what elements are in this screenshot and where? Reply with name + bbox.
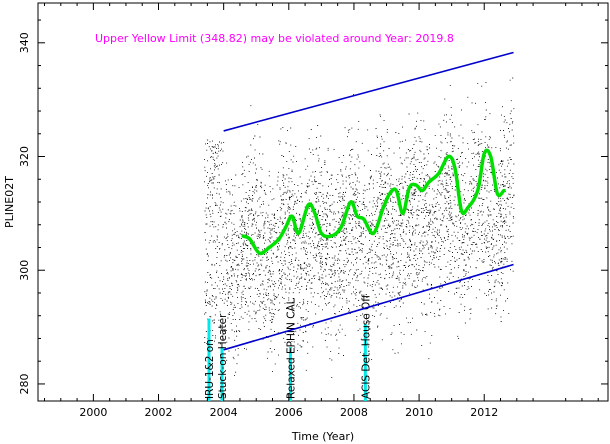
y-axis-label: PLINE02T: [3, 176, 16, 228]
event-bar: [288, 346, 292, 401]
event-label: Relaxed EPHIN CAL: [285, 298, 297, 399]
y-tick-label: 280: [18, 373, 31, 394]
event-bar: [363, 324, 367, 401]
event-label: Stuck-on Heater: [217, 313, 229, 399]
x-tick-label: 2012: [470, 406, 498, 419]
x-tick-label: 2010: [405, 406, 433, 419]
limit-lines: [223, 51, 514, 351]
x-tick-label: 2002: [145, 406, 173, 419]
trend-line: [241, 148, 506, 256]
y-tick-label: 320: [18, 146, 31, 167]
event-bar: [207, 318, 211, 401]
event-bar: [220, 346, 224, 401]
event-label: ACIS Det. House Off: [360, 294, 372, 399]
y-tick-label: 300: [18, 260, 31, 281]
plot-frame: [37, 2, 609, 402]
axis-ticks: 2000 2002 2004 2006 2008 2010 2012 280 300 320 340: [18, 3, 608, 419]
scatter-cloud: [204, 77, 515, 378]
event-label: IRU-1&2 on: [204, 339, 216, 399]
chart-title: Upper Yellow Limit (348.82) may be viola…: [95, 32, 454, 45]
x-axis-label: Time (Year): [291, 430, 354, 443]
scatter-points: [204, 77, 515, 378]
event-markers: IRU-1&2 on Stuck-on Heater Relaxed EPHIN C…: [204, 294, 372, 401]
x-tick-label: 2000: [79, 406, 107, 419]
y-tick-label: 340: [18, 32, 31, 53]
x-tick-label: 2006: [275, 406, 303, 419]
upper-limit-line: [223, 51, 514, 132]
lower-limit-line: [223, 263, 514, 351]
trend-layer: [241, 148, 506, 256]
x-tick-label: 2008: [340, 406, 368, 419]
x-tick-label: 2004: [210, 406, 238, 419]
